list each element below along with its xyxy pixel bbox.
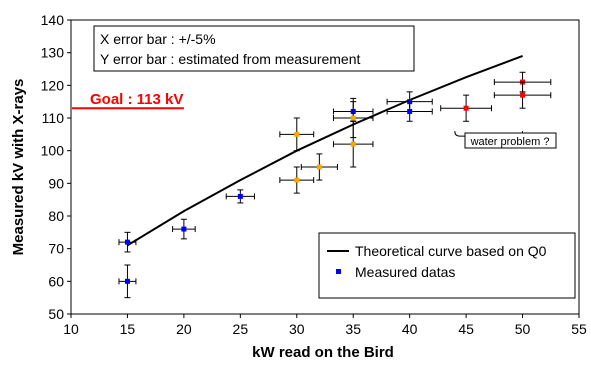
info-box: X error bar : +/-5% Y error bar : estima… <box>93 25 415 72</box>
point-marker <box>237 193 243 199</box>
point-marker <box>294 131 300 137</box>
point-marker <box>350 115 356 121</box>
y-tick-label: 50 <box>48 306 64 322</box>
data-point <box>279 117 315 152</box>
measured-points <box>118 71 552 299</box>
x-tick-label: 15 <box>120 321 136 337</box>
annotation-frame <box>464 132 557 149</box>
data-point <box>300 153 338 181</box>
y-tick-label: 120 <box>41 77 65 93</box>
y-tick-label: 70 <box>48 241 64 257</box>
y-tick-label: 90 <box>48 175 64 191</box>
data-point <box>225 189 255 204</box>
point-marker <box>124 278 130 284</box>
x-tick-label: 40 <box>402 321 418 337</box>
goal-label: Goal : 113 kV <box>90 91 183 108</box>
y-axis: 50 60 70 80 90 100 110 120 130 140 <box>41 12 71 322</box>
legend-label-measured: Measured datas <box>355 264 455 280</box>
x-tick-label: 45 <box>458 321 474 337</box>
y-tick-label: 80 <box>48 208 64 224</box>
y-tick-label: 100 <box>41 143 65 159</box>
data-point <box>493 81 552 109</box>
theory-curve <box>126 54 523 247</box>
data-point <box>386 101 433 122</box>
goal-marker: Goal : 113 kV <box>72 91 184 110</box>
x-axis: 10 15 20 25 30 35 40 45 50 55 <box>63 314 587 337</box>
legend-marker-swatch <box>336 269 341 274</box>
point-marker <box>520 92 526 98</box>
data-point <box>440 94 493 122</box>
x-tick-label: 55 <box>571 321 587 337</box>
legend: Theoretical curve based on Q0 Measured d… <box>318 232 576 299</box>
water-problem-annotation: water problem ? <box>454 131 557 149</box>
legend-frame <box>318 232 576 299</box>
info-box-line2: Y error bar : estimated from measurement <box>100 51 361 67</box>
x-tick-label: 35 <box>345 321 361 337</box>
point-marker <box>407 108 413 114</box>
y-axis-title: Measured kV with X-rays <box>10 79 27 256</box>
y-tick-label: 140 <box>41 12 65 28</box>
y-tick-label: 110 <box>42 110 65 126</box>
x-tick-label: 20 <box>176 321 192 337</box>
point-marker <box>463 105 469 111</box>
annotation-label: water problem ? <box>470 136 550 148</box>
x-tick-label: 25 <box>233 321 249 337</box>
data-point <box>172 218 196 240</box>
data-point <box>118 264 137 299</box>
x-tick-label: 10 <box>63 321 79 337</box>
point-marker <box>350 141 356 147</box>
info-box-frame <box>93 25 415 72</box>
data-point <box>118 231 137 253</box>
point-marker <box>181 226 187 232</box>
point-marker <box>124 239 130 245</box>
y-tick-label: 130 <box>41 45 65 61</box>
y-tick-label: 60 <box>48 273 64 289</box>
data-point <box>332 97 374 139</box>
x-tick-label: 50 <box>515 321 531 337</box>
x-tick-label: 30 <box>289 321 305 337</box>
point-marker <box>294 177 300 183</box>
info-box-line1: X error bar : +/-5% <box>100 31 216 47</box>
legend-label-theory: Theoretical curve based on Q0 <box>355 243 547 259</box>
x-axis-title: kW read on the Bird <box>252 344 394 361</box>
data-point <box>332 120 374 168</box>
data-point <box>279 166 315 194</box>
point-marker <box>316 164 322 170</box>
